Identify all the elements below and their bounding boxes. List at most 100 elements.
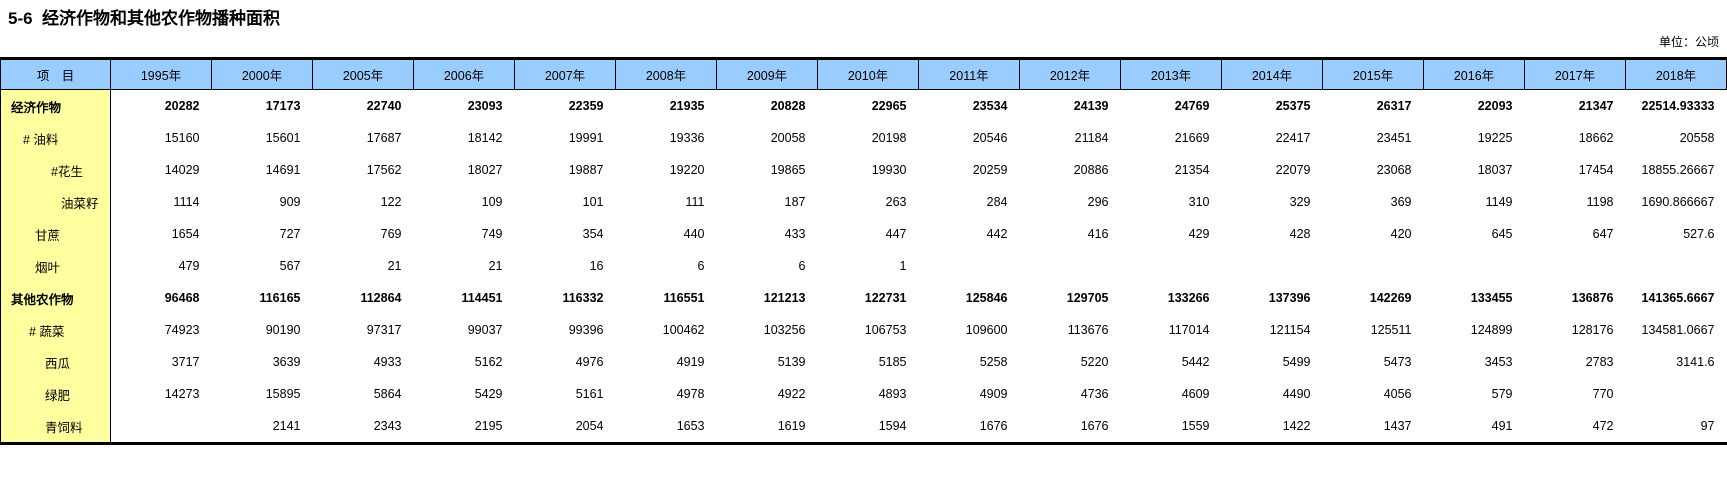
cell: 3717 [171, 355, 200, 369]
table-row: 西瓜 3717 3639 4933 5162 4976 4919 5139 5185 5258 52… [0, 346, 1727, 378]
cell: 909 [279, 195, 301, 209]
cell: 4922 [777, 387, 806, 401]
cell: 133455 [1470, 291, 1513, 305]
cell: 15895 [265, 387, 301, 401]
cell: 4609 [1181, 387, 1210, 401]
cell: 3453 [1484, 355, 1513, 369]
cell: 116332 [562, 291, 604, 305]
cell [1424, 250, 1525, 282]
cell: 4490 [1282, 387, 1311, 401]
cell: 112864 [360, 291, 402, 305]
row-label: 烟叶 [0, 250, 111, 282]
table-row: # 油料 15160 15601 17687 18142 19991 19336 20058 2… [0, 122, 1727, 154]
cell: 1 [899, 259, 907, 273]
table-row: 青饲料 2141 2343 2195 2054 1653 1619 1594 1676 1676 1… [0, 410, 1727, 444]
cell: 4978 [676, 387, 705, 401]
cell: 4893 [878, 387, 907, 401]
cell: 18662 [1578, 131, 1614, 145]
cell: 17454 [1578, 163, 1614, 177]
cell: 1114 [173, 195, 200, 209]
cell: 21 [387, 259, 402, 273]
cell: 21184 [1074, 131, 1109, 145]
cell: 134581.0667 [1641, 323, 1715, 337]
cell: 433 [784, 227, 806, 241]
cell: 20546 [972, 131, 1008, 145]
cell: 19225 [1477, 131, 1513, 145]
cell: 5864 [373, 387, 402, 401]
cell: 4909 [979, 387, 1008, 401]
cell: 1653 [676, 419, 705, 433]
cell: 23534 [972, 99, 1008, 113]
cell: 90190 [265, 323, 301, 337]
cell: 17687 [366, 131, 402, 145]
cell [1020, 250, 1121, 282]
cell: 1654 [171, 227, 200, 241]
cell: 19930 [871, 163, 907, 177]
cell: 527.6 [1683, 227, 1715, 241]
cell: 106753 [864, 323, 907, 337]
table-row: 烟叶 479 567 21 21 16 6 6 1 [0, 250, 1727, 282]
cell: 284 [986, 195, 1008, 209]
cell: 567 [279, 259, 301, 273]
cell: 19991 [568, 131, 604, 145]
year-column-header: 2010年 [817, 58, 919, 90]
cell: 4976 [575, 355, 604, 369]
cell: 3141.6 [1676, 355, 1715, 369]
cell: 19887 [568, 163, 604, 177]
cell: 24139 [1073, 99, 1109, 113]
cell: 5185 [878, 355, 907, 369]
row-label: 绿肥 [0, 378, 111, 410]
cell: 1422 [1282, 419, 1311, 433]
cell: 26317 [1376, 99, 1412, 113]
cell: 5258 [979, 355, 1008, 369]
cell: 121154 [1269, 323, 1311, 337]
cell: 491 [1491, 419, 1513, 433]
year-column-header: 2018年 [1625, 58, 1727, 90]
cell: 5429 [474, 387, 503, 401]
cell: 21935 [669, 99, 705, 113]
year-column-header: 2009年 [716, 58, 818, 90]
cell: 1690.866667 [1641, 195, 1715, 209]
cell: 23068 [1376, 163, 1412, 177]
cell: 18037 [1477, 163, 1513, 177]
cell: 647 [1592, 227, 1614, 241]
cell: 99396 [568, 323, 604, 337]
cell: 137396 [1268, 291, 1311, 305]
table-row: #花生 14029 14691 17562 18027 19887 19220 19865 19… [0, 154, 1727, 186]
row-label: 油菜籽 [0, 186, 111, 218]
cell: 1198 [1586, 195, 1614, 209]
cell [1525, 250, 1626, 282]
cell: 22417 [1275, 131, 1311, 145]
cell: 769 [380, 227, 402, 241]
cell: 479 [178, 259, 200, 273]
cell: 22965 [871, 99, 907, 113]
cell: 5162 [474, 355, 503, 369]
cell: 2195 [474, 419, 503, 433]
table-row: 油菜籽 1114 909 122 109 101 111 187 263 284 296 310 329… [0, 186, 1727, 218]
year-column-header: 2011年 [918, 58, 1020, 90]
data-table: 项 目 1995年 2000年 2005年 2006年 2007年 2008年 2009年 2… [0, 57, 1727, 445]
table-row: 经济作物 20282 17173 22740 23093 22359 21935 20828 2… [0, 89, 1727, 122]
year-column-header: 2014年 [1221, 58, 1323, 90]
cell: 296 [1087, 195, 1109, 209]
header-row: 项 目 1995年 2000年 2005年 2006年 2007年 2008年 2009年 2… [0, 58, 1727, 90]
cell: 727 [279, 227, 301, 241]
cell: 1149 [1485, 195, 1513, 209]
cell: 4736 [1080, 387, 1109, 401]
cell: 19865 [770, 163, 806, 177]
cell: 5139 [777, 355, 806, 369]
year-column-header: 2017年 [1524, 58, 1626, 90]
cell: 111 [685, 195, 705, 209]
cell: 749 [481, 227, 503, 241]
cell: 6 [697, 259, 705, 273]
cell: 17562 [366, 163, 402, 177]
cell: 19336 [669, 131, 705, 145]
cell: 20558 [1679, 131, 1715, 145]
cell: 416 [1087, 227, 1109, 241]
cell: 329 [1289, 195, 1311, 209]
cell: 17173 [265, 99, 301, 113]
cell: 133266 [1167, 291, 1210, 305]
cell: 18855.26667 [1641, 163, 1715, 177]
cell: 116165 [259, 291, 301, 305]
